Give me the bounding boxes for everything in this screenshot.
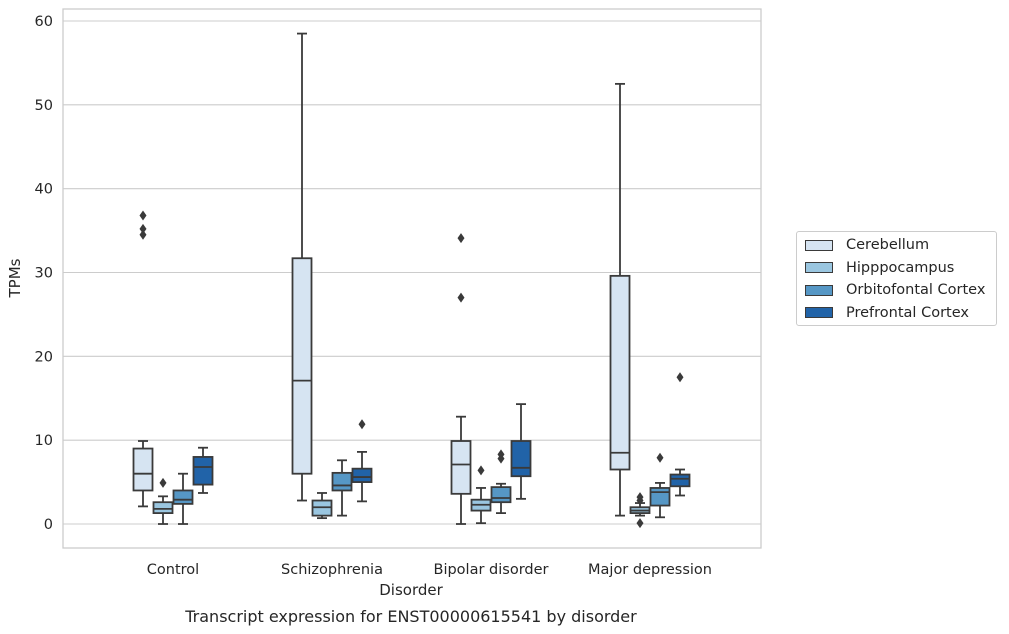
box-body — [452, 441, 471, 494]
legend-swatch — [805, 240, 833, 251]
box-2-2 — [492, 449, 511, 513]
boxes — [134, 34, 690, 529]
box-body — [293, 258, 312, 473]
y-axis-label: TPMs — [6, 258, 24, 298]
box-3-0 — [194, 448, 213, 493]
box-2-0 — [174, 474, 193, 524]
y-tick-label: 10 — [35, 433, 53, 449]
y-tick-label: 20 — [35, 349, 53, 365]
y-tick-label: 0 — [44, 517, 53, 533]
outlier-point — [657, 453, 664, 463]
legend-item: Prefrontal Cortex — [805, 304, 969, 322]
box-1-1 — [313, 493, 332, 518]
box-2-3 — [651, 453, 670, 518]
grid — [63, 21, 761, 524]
y-tick-label: 60 — [35, 14, 53, 30]
x-tick-labels: Control Schizophrenia Bipolar disorder Majo… — [147, 562, 712, 578]
outlier-point — [160, 478, 167, 488]
legend-item: Hipppocampus — [805, 259, 954, 277]
legend-label: Hipppocampus — [846, 260, 954, 276]
outlier-point — [458, 293, 465, 303]
outlier-point — [140, 210, 147, 220]
legend-swatch — [805, 262, 833, 273]
box-1-0 — [154, 478, 173, 524]
box-0-3 — [611, 84, 630, 516]
box-body — [611, 276, 630, 470]
y-tick-labels: 0 10 20 30 40 50 60 — [35, 14, 53, 533]
legend: Cerebellum Hipppocampus Orbitofontal Corte… — [796, 231, 997, 326]
box-0-0 — [134, 210, 153, 506]
plot-frame — [63, 9, 761, 548]
outlier-point — [478, 465, 485, 475]
chart-title: Transcript expression for ENST0000061554… — [184, 607, 637, 626]
y-tick-label: 30 — [35, 266, 53, 282]
box-3-2 — [512, 404, 531, 499]
box-0-1 — [293, 34, 312, 501]
box-body — [512, 441, 531, 476]
legend-label: Orbitofontal Cortex — [846, 282, 985, 298]
outlier-point — [677, 372, 684, 382]
x-tick-label: Major depression — [588, 562, 712, 578]
box-3-3 — [671, 372, 690, 495]
box-body — [353, 469, 372, 482]
legend-label: Cerebellum — [846, 237, 929, 253]
legend-label: Prefrontal Cortex — [846, 305, 969, 321]
outlier-point — [637, 518, 644, 528]
legend-item: Cerebellum — [805, 236, 929, 254]
box-body — [492, 487, 511, 502]
box-body — [333, 473, 352, 491]
outlier-point — [140, 224, 147, 234]
legend-swatch — [805, 307, 833, 318]
box-body — [174, 490, 193, 503]
box-1-3 — [631, 492, 650, 528]
legend-item: Orbitofontal Cortex — [805, 281, 985, 299]
outlier-point — [359, 419, 366, 429]
box-body — [671, 475, 690, 487]
outlier-point — [458, 233, 465, 243]
legend-swatch — [805, 285, 833, 296]
box-body — [651, 488, 670, 506]
x-tick-label: Control — [147, 562, 199, 578]
box-1-2 — [472, 465, 491, 523]
y-tick-label: 50 — [35, 98, 53, 114]
box-2-1 — [333, 460, 352, 515]
x-axis-label: Disorder — [379, 581, 443, 599]
box-0-2 — [452, 233, 471, 524]
box-3-1 — [353, 419, 372, 501]
y-tick-label: 40 — [35, 182, 53, 198]
box-body — [134, 449, 153, 491]
x-tick-label: Schizophrenia — [281, 562, 383, 578]
x-tick-label: Bipolar disorder — [434, 562, 549, 578]
box-body — [194, 457, 213, 485]
box-body — [154, 502, 173, 513]
